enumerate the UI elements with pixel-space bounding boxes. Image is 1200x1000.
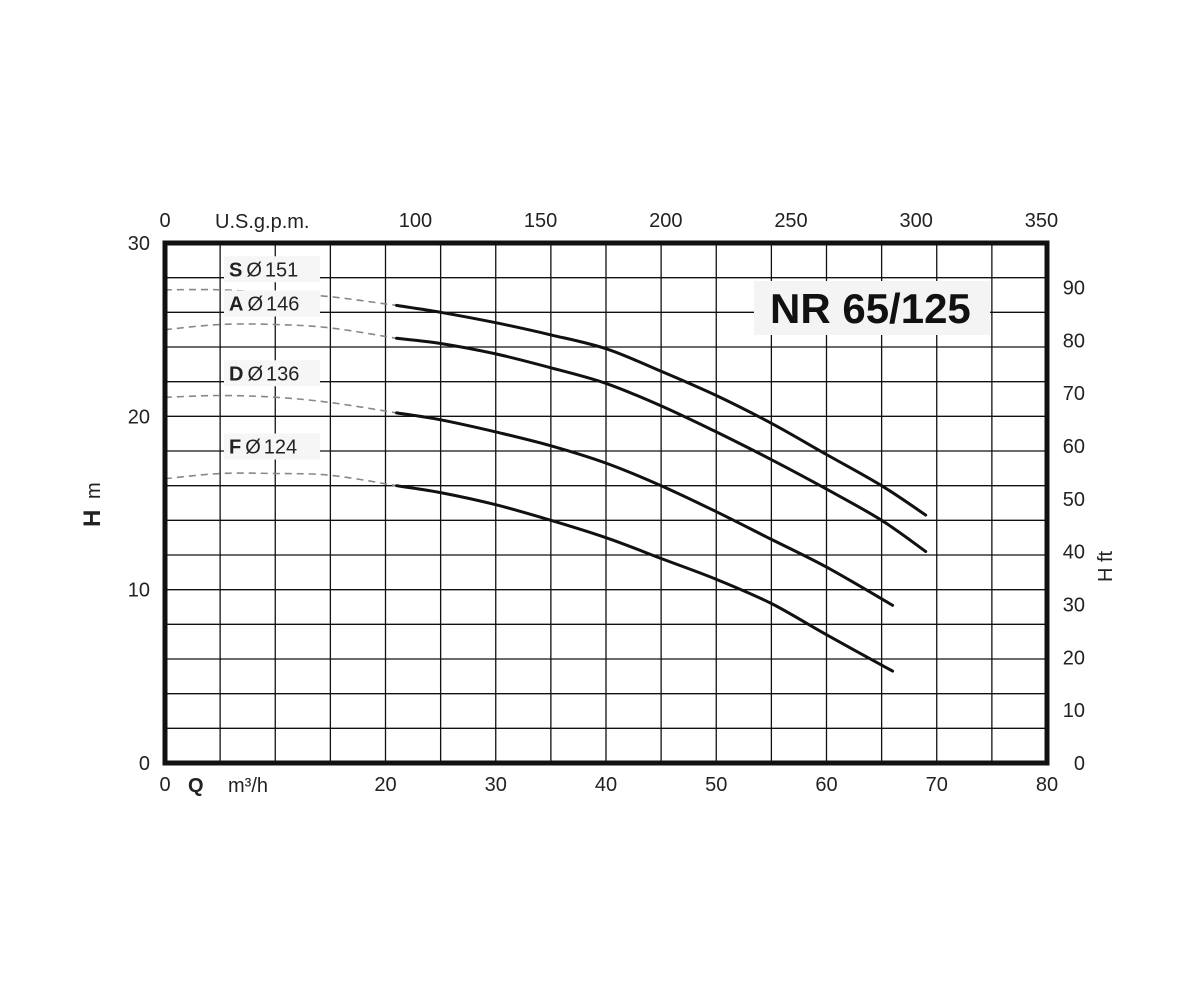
diameter-symbol: Ø: [247, 363, 263, 385]
diameter-symbol: Ø: [247, 293, 263, 315]
series-s-letter: S: [229, 259, 242, 281]
series-s-diameter: 151: [265, 259, 298, 281]
series-d-letter: D: [229, 363, 243, 385]
series-f-line: [395, 484, 895, 673]
series-d-label: D Ø 136: [229, 363, 299, 385]
series-s-label: S Ø 151: [229, 259, 298, 281]
y-axis-title: H m: [79, 482, 106, 527]
y-secondary-tick-label: 80: [1063, 330, 1085, 352]
y-tick-label: 20: [128, 406, 150, 428]
x-secondary-tick-label: 300: [900, 210, 933, 232]
x-tick-label: 70: [926, 774, 948, 796]
x-tick-label: 20: [374, 774, 396, 796]
series-a-diameter: 146: [266, 293, 299, 315]
y-secondary-tick-label: 50: [1063, 489, 1085, 511]
series-a-letter: A: [229, 293, 243, 315]
y-tick-label: 0: [139, 753, 150, 775]
y-secondary-tick-label: 40: [1063, 542, 1085, 564]
diameter-symbol: Ø: [246, 259, 262, 281]
series-d-line: [395, 411, 895, 607]
series-s-label-bg: [224, 256, 320, 283]
y-secondary-tick-label: 0: [1074, 753, 1085, 775]
x-tick-label: 30: [485, 774, 507, 796]
y-tick-label: 10: [128, 580, 150, 602]
x-axis-symbol: Q: [188, 775, 204, 797]
y-secondary-tick-label: 20: [1063, 647, 1085, 669]
series-f-label-bg: [224, 433, 320, 460]
y-secondary-tick-label: 10: [1063, 700, 1085, 722]
x-tick-label: 60: [815, 774, 837, 796]
series-f-dashed-line: [164, 472, 397, 487]
y-secondary-tick-label: 70: [1063, 383, 1085, 405]
x-secondary-tick-label: 350: [1025, 210, 1058, 232]
x-secondary-tick-label: 200: [649, 210, 682, 232]
series-a-label: A Ø 146: [229, 293, 299, 315]
y-secondary-tick-label: 30: [1063, 595, 1085, 617]
series-f-diameter: 124: [264, 437, 297, 459]
series-a-dashed-line: [164, 323, 397, 340]
diameter-symbol: Ø: [245, 437, 261, 459]
y-axis-symbol: H: [79, 510, 106, 527]
x-tick-label: 50: [705, 774, 727, 796]
series-a-line: [395, 336, 928, 553]
series-s-line: [395, 303, 928, 517]
series-f-letter: F: [229, 437, 241, 459]
y-secondary-tick-label: 60: [1063, 436, 1085, 458]
series-d-diameter: 136: [266, 363, 299, 385]
x-secondary-tick-label: 250: [774, 210, 807, 232]
x-secondary-tick-label: 150: [524, 210, 557, 232]
x-secondary-tick-label: 0: [159, 210, 170, 232]
series-d-label-bg: [224, 360, 320, 387]
chart-title: NR 65/125: [770, 285, 971, 332]
x-secondary-axis-label: U.S.g.p.m.: [215, 211, 309, 233]
x-secondary-tick-label: 100: [399, 210, 432, 232]
x-axis-unit: m³/h: [228, 775, 268, 797]
x-tick-label: 80: [1036, 774, 1058, 796]
x-tick-label: 0: [159, 774, 170, 796]
y-secondary-tick-label: 90: [1063, 278, 1085, 300]
y-axis-unit: m: [83, 482, 105, 499]
y-secondary-axis-label: H ft: [1095, 550, 1117, 582]
series-f-label: F Ø 124: [229, 437, 297, 459]
x-tick-label: 40: [595, 774, 617, 796]
y-secondary-axis-title: H ft: [1095, 550, 1117, 582]
plot-frame: [162, 240, 1050, 766]
y-tick-label: 30: [128, 233, 150, 255]
series-d-dashed-line: [164, 394, 397, 414]
series-a-label-bg: [224, 290, 320, 317]
title-box: [754, 281, 990, 335]
